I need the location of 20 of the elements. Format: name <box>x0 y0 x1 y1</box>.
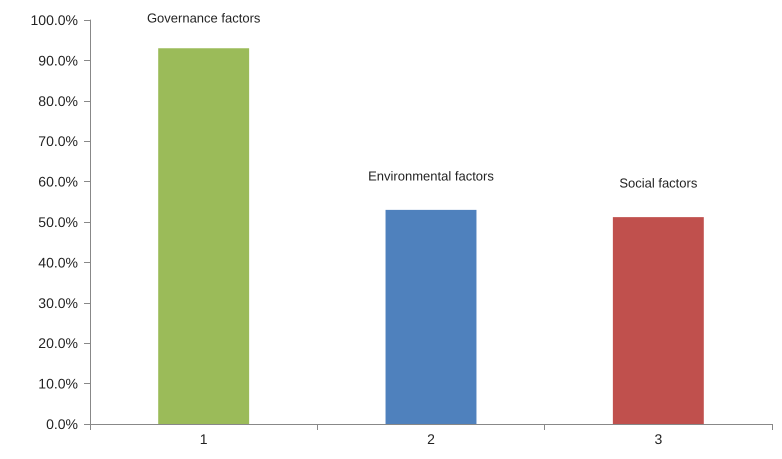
annotation: Environmental factors <box>368 168 494 184</box>
y-tick-label: 90.0% <box>38 52 78 68</box>
annotation: Social factors <box>619 176 698 191</box>
x-tick-label: 1 <box>200 431 208 447</box>
x-tick-label: 2 <box>427 431 436 447</box>
y-tick-label: 40.0% <box>38 254 78 270</box>
bar <box>612 217 704 424</box>
y-tick-label: 30.0% <box>38 294 78 311</box>
y-tick-label: 60.0% <box>38 174 78 190</box>
y-tick-label: 100.0% <box>30 12 78 28</box>
y-tick-label: 50.0% <box>38 214 78 230</box>
y-tick-label: 10.0% <box>38 376 78 392</box>
x-tick-label: 3 <box>654 431 662 447</box>
y-tick-label: 70.0% <box>38 133 78 150</box>
y-tick-label: 0.0% <box>46 416 78 432</box>
bar <box>386 210 476 424</box>
bar <box>158 48 250 424</box>
y-tick-label: 80.0% <box>38 92 78 109</box>
annotation: Governance factors <box>146 10 261 26</box>
y-tick-label: 20.0% <box>38 335 78 352</box>
